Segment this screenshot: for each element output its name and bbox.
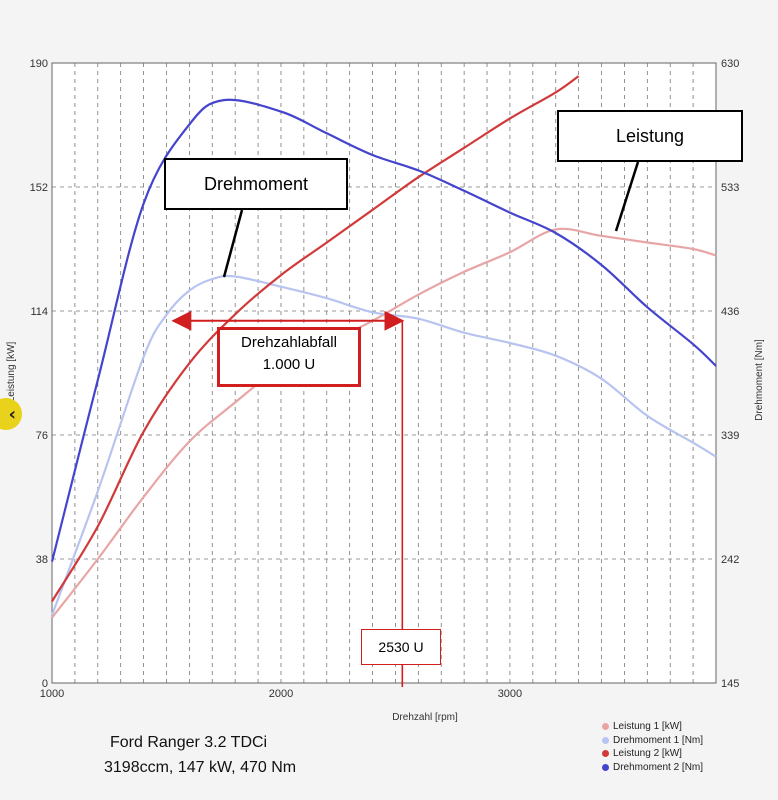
legend-swatch (602, 763, 609, 771)
y-right-tick-label: 145 (721, 678, 739, 690)
legend: Leistung 1 [kW] Drehmoment 1 [Nm] Leistung… (602, 720, 703, 774)
leistung-pointer (614, 161, 640, 232)
plot-area (51, 62, 717, 684)
legend-label: Drehmoment 2 [Nm] (613, 761, 704, 773)
y-left-tick-label: 0 (42, 678, 48, 690)
series-line (50, 98, 717, 562)
y-left-tick-label: 114 (30, 306, 48, 318)
x-tick-label: 1000 (40, 688, 64, 700)
chevron-left-icon[interactable]: ‹ (0, 398, 22, 430)
caption-title: Ford Ranger 3.2 TDCi (110, 734, 268, 751)
y-left-tick-label: 152 (30, 182, 48, 194)
legend-item: Drehmoment 2 [Nm] (602, 761, 703, 775)
drehzahlabfall-callout: Drehzahlabfall 1.000 U (217, 327, 361, 387)
legend-swatch (602, 736, 609, 744)
legend-item: Leistung 1 [kW] (602, 720, 703, 734)
y-right-tick-label: 339 (721, 430, 739, 442)
x-tick-label: 3000 (498, 688, 522, 700)
drehzahlabfall-label: Drehzahlabfall (241, 334, 337, 351)
series-line (51, 75, 580, 602)
y-right-tick-label: 242 (721, 554, 739, 566)
tick-labels: 1000 2000 3000 0 38 76 114 152 190 145 242 339 436 53… (30, 58, 740, 700)
legend-swatch (602, 723, 609, 731)
legend-item: Leistung 2 [kW] (602, 747, 703, 761)
series-line (50, 274, 717, 616)
drehmoment-callout: Drehmoment (164, 158, 348, 210)
legend-item: Drehmoment 1 [Nm] (602, 734, 703, 748)
legend-label: Leistung 1 [kW] (613, 721, 682, 733)
drehzahlabfall-value: 1.000 U (262, 356, 316, 373)
annotation-overlay (171, 161, 640, 687)
y-left-tick-label: 190 (30, 58, 48, 70)
rpm-marker-label: 2530 U (361, 629, 441, 665)
y-left-tick-label: 38 (36, 554, 48, 566)
caption-specs: 3198ccm, 147 kW, 470 Nm (104, 759, 297, 776)
y-left-tick-label: 76 (36, 430, 48, 442)
leistung-callout: Leistung (557, 110, 743, 162)
y-right-tick-label: 630 (721, 58, 739, 70)
y-right-tick-label: 533 (721, 182, 739, 194)
x-tick-label: 2000 (269, 688, 293, 700)
y-right-axis-label: Drehmoment [Nm] (754, 339, 765, 421)
y-left-axis-label: Leistung [kW] (6, 341, 17, 402)
drehmoment-pointer (222, 209, 244, 278)
legend-label: Leistung 2 [kW] (613, 748, 682, 760)
legend-label: Drehmoment 1 [Nm] (613, 734, 704, 746)
grid (52, 63, 716, 683)
x-axis-label: Drehzahl [rpm] (392, 712, 458, 723)
legend-swatch (602, 750, 609, 758)
y-right-tick-label: 436 (721, 306, 739, 318)
